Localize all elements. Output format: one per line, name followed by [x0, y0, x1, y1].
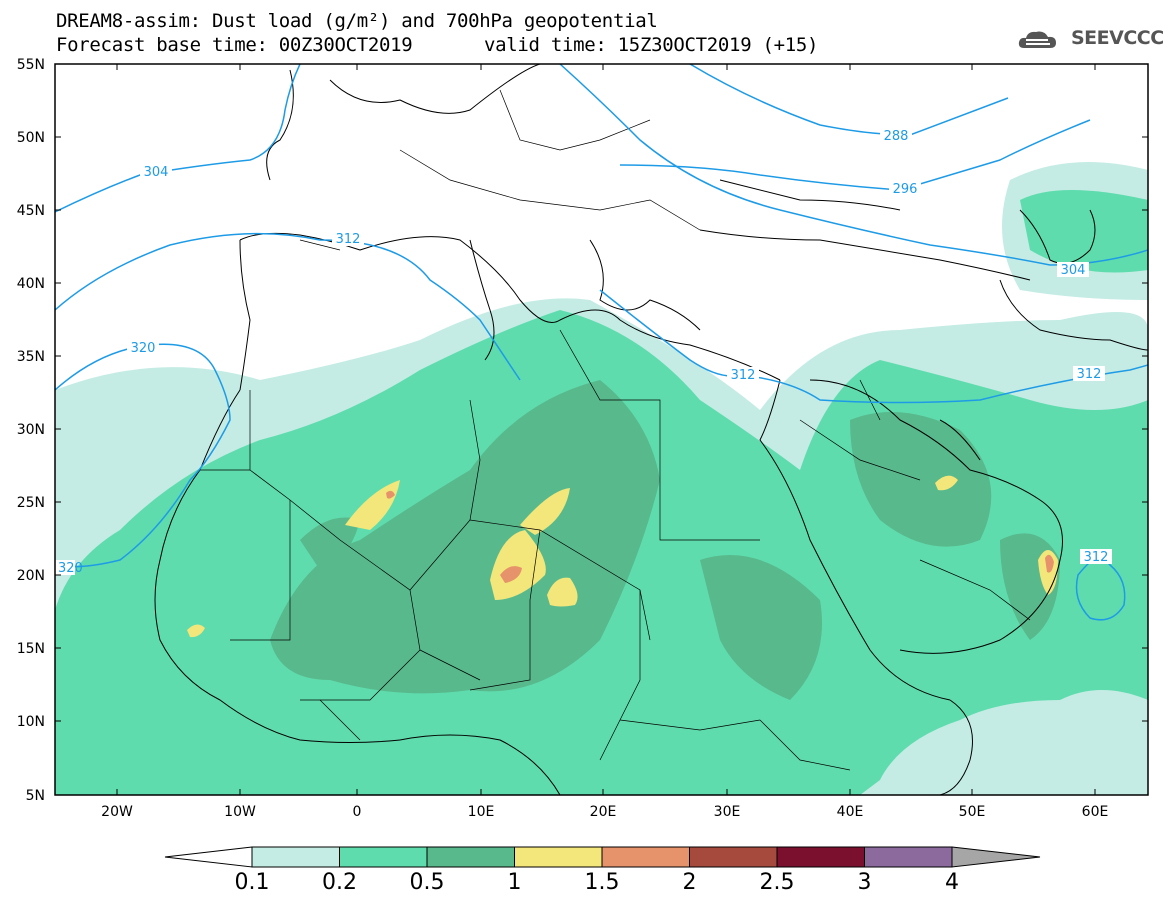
lon-label: 20E — [590, 804, 617, 820]
valid-time: valid time: 15Z30OCT2019 (+15) — [484, 34, 819, 56]
colorbar-over-arrow — [951, 846, 1041, 868]
dust-field-high — [187, 475, 1058, 638]
lat-label: 30N — [17, 422, 45, 438]
forecast-base-time: Forecast base time: 00Z30OCT2019 — [56, 34, 413, 56]
lat-label: 20N — [17, 568, 45, 584]
colorbar-label: 3 — [858, 870, 872, 895]
colorbar: 0.1 0.2 0.5 1 1.5 2 2.5 3 4 — [164, 846, 1041, 895]
lon-label: 10W — [224, 804, 256, 820]
contour-label: 304 — [1061, 263, 1086, 278]
lat-label: 50N — [17, 130, 45, 146]
lon-label: 60E — [1082, 804, 1109, 820]
contour-label: 288 — [884, 129, 909, 144]
colorbar-segment — [514, 846, 603, 868]
lat-label: 40N — [17, 276, 45, 292]
contour-label: 296 — [893, 182, 918, 197]
contour-label: 304 — [144, 165, 169, 180]
colorbar-label: 2 — [683, 870, 697, 895]
coastlines — [154, 64, 1148, 795]
cloud-icon — [1018, 31, 1056, 48]
contour-label: 312 — [336, 232, 361, 247]
colorbar-label: 2.5 — [760, 870, 795, 895]
lat-label: 55N — [17, 57, 45, 73]
colorbar-label: 1.5 — [585, 870, 620, 895]
lat-label: 15N — [17, 641, 45, 657]
lat-label: 25N — [17, 495, 45, 511]
lon-label: 10E — [468, 804, 495, 820]
contour-label: 320 — [131, 341, 156, 356]
lat-label: 35N — [17, 349, 45, 365]
lat-axis — [55, 63, 1148, 796]
lon-axis — [116, 64, 1096, 795]
colorbar-segment — [776, 846, 865, 868]
colorbar-label: 4 — [945, 870, 959, 895]
dust-field-dark — [270, 380, 1060, 700]
lon-label: 20W — [101, 804, 133, 820]
lon-label: 30E — [714, 804, 741, 820]
contour-labels: 288 296 304 304 312 312 312 312 320 320 — [55, 128, 1112, 576]
colorbar-label: 0.5 — [410, 870, 445, 895]
contour-label: 312 — [1084, 550, 1109, 565]
colorbar-segment — [601, 846, 690, 868]
lat-label: 5N — [26, 788, 45, 804]
dust-field-peak — [386, 490, 1054, 583]
colorbar-label: 0.1 — [235, 870, 270, 895]
lat-label: 10N — [17, 714, 45, 730]
colorbar-segment — [426, 846, 515, 868]
colorbar-segment — [251, 846, 340, 868]
colorbar-under-arrow — [164, 846, 253, 868]
colorbar-label: 0.2 — [322, 870, 357, 895]
colorbar-label: 1 — [508, 870, 522, 895]
colorbar-segment — [339, 846, 428, 868]
colorbar-segment — [689, 846, 778, 868]
lon-label: 0 — [353, 804, 362, 820]
contour-label: 312 — [1077, 367, 1102, 382]
map-title: DREAM8-assim: Dust load (g/m²) and 700hP… — [56, 10, 658, 32]
contour-label: 312 — [731, 368, 756, 383]
logo-text: SEEVCCC — [1071, 27, 1164, 49]
country-borders — [200, 89, 1031, 771]
colorbar-segment — [864, 846, 953, 868]
lon-label: 40E — [837, 804, 864, 820]
contour-label: 320 — [58, 561, 83, 576]
lon-label: 50E — [959, 804, 986, 820]
lat-label: 45N — [17, 203, 45, 219]
